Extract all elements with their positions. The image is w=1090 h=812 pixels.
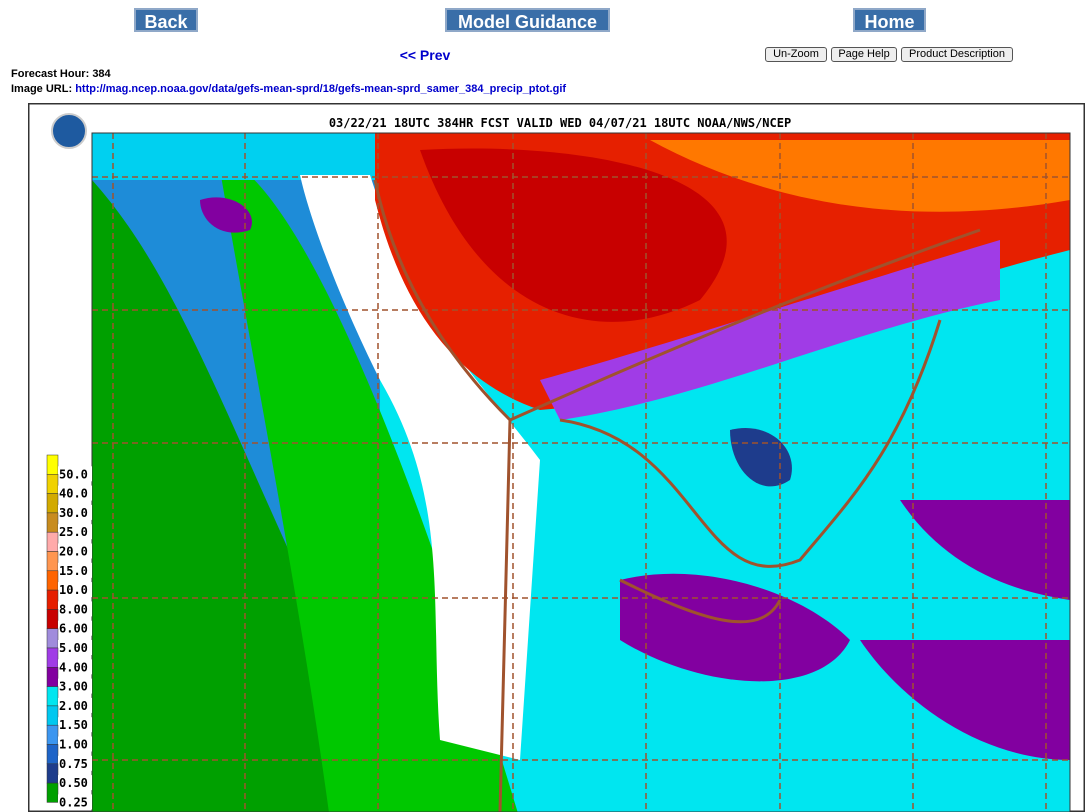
- legend-swatch: [46, 628, 59, 649]
- legend-label-bg: [58, 794, 92, 810]
- legend-swatch: [46, 570, 59, 591]
- legend-swatch: [46, 474, 59, 494]
- legend-label-bg: [58, 697, 92, 713]
- legend-label: 30.0: [59, 506, 88, 520]
- legend-label-bg: [58, 582, 92, 598]
- legend-swatch: [46, 512, 59, 533]
- legend-label: 4.00: [59, 660, 88, 674]
- legend-swatch: [46, 609, 59, 629]
- home-button[interactable]: Home: [853, 8, 926, 32]
- legend-label-bg: [58, 601, 92, 617]
- legend-label: 0.25: [59, 795, 88, 809]
- back-button[interactable]: Back: [134, 8, 198, 32]
- legend-label: 50.0: [59, 467, 88, 481]
- legend-label: 1.50: [59, 718, 88, 732]
- url-link[interactable]: http://mag.ncep.noaa.gov/data/gefs-mean-…: [75, 83, 567, 95]
- legend-swatch: [46, 454, 59, 475]
- value: 384: [92, 68, 111, 80]
- model-guidance-button[interactable]: Model Guidance: [445, 8, 610, 32]
- product-description-button[interactable]: Product Description: [901, 47, 1013, 62]
- legend-swatch: [46, 667, 59, 687]
- image-url: Image URL: http://mag.ncep.noaa.gov/data…: [11, 83, 566, 95]
- legend-label: 0.50: [59, 776, 88, 790]
- legend-swatch: [46, 686, 59, 707]
- legend-label: 0.75: [59, 757, 88, 771]
- legend-label-bg: [58, 562, 92, 578]
- map-image: 03/22/21 18UTC 384HR FCST VALID WED 04/0…: [28, 103, 1085, 812]
- legend-swatch: [46, 647, 59, 668]
- legend-label-bg: [58, 736, 92, 752]
- legend-label: 15.0: [59, 564, 88, 578]
- legend-label-bg: [58, 620, 92, 636]
- legend-label-bg: [58, 717, 92, 733]
- legend-label: 10.0: [59, 583, 88, 597]
- legend-label-bg: [58, 640, 92, 655]
- legend-swatch: [46, 551, 59, 572]
- legend-swatch: [46, 724, 59, 745]
- unzoom-button[interactable]: Un-Zoom: [765, 47, 827, 62]
- legend-label-bg: [58, 659, 92, 675]
- legend-label: 6.00: [59, 622, 88, 636]
- legend-swatch: [46, 763, 59, 784]
- legend-swatch: [46, 589, 59, 610]
- forecast-hour: Forecast Hour: 384: [11, 68, 111, 80]
- legend-label: 40.0: [59, 487, 88, 501]
- legend-label: 1.00: [59, 738, 88, 752]
- label: Image URL:: [11, 83, 73, 95]
- map-title: 03/22/21 18UTC 384HR FCST VALID WED 04/0…: [329, 116, 791, 130]
- legend-label-bg: [58, 775, 92, 791]
- legend-label-bg: [58, 504, 92, 520]
- legend-label: 20.0: [59, 545, 88, 559]
- legend-swatch: [46, 493, 59, 514]
- legend-label: 25.0: [59, 525, 88, 539]
- legend-label-bg: [58, 755, 92, 771]
- legend-label-bg: [58, 524, 92, 540]
- prev-link[interactable]: << Prev: [399, 47, 451, 63]
- page-help-button[interactable]: Page Help: [831, 47, 897, 62]
- legend-label-bg: [58, 678, 92, 694]
- legend-label-bg: [58, 466, 92, 482]
- legend-label: 8.00: [59, 602, 88, 616]
- legend-label: 2.00: [59, 699, 88, 713]
- legend-label-bg: [58, 543, 92, 559]
- legend: 50.0 40.0 30.0 25.0 20.0 15.0 10.0 8.00 6.00 5.00…: [46, 454, 92, 810]
- legend-label: 5.00: [59, 641, 88, 655]
- legend-label-bg: [58, 485, 92, 501]
- legend-swatch: [46, 782, 59, 803]
- label: Forecast Hour:: [11, 68, 90, 80]
- legend-label: 3.00: [59, 680, 88, 694]
- legend-swatch: [46, 531, 59, 552]
- legend-swatch: [46, 705, 59, 726]
- legend-swatch: [46, 744, 59, 765]
